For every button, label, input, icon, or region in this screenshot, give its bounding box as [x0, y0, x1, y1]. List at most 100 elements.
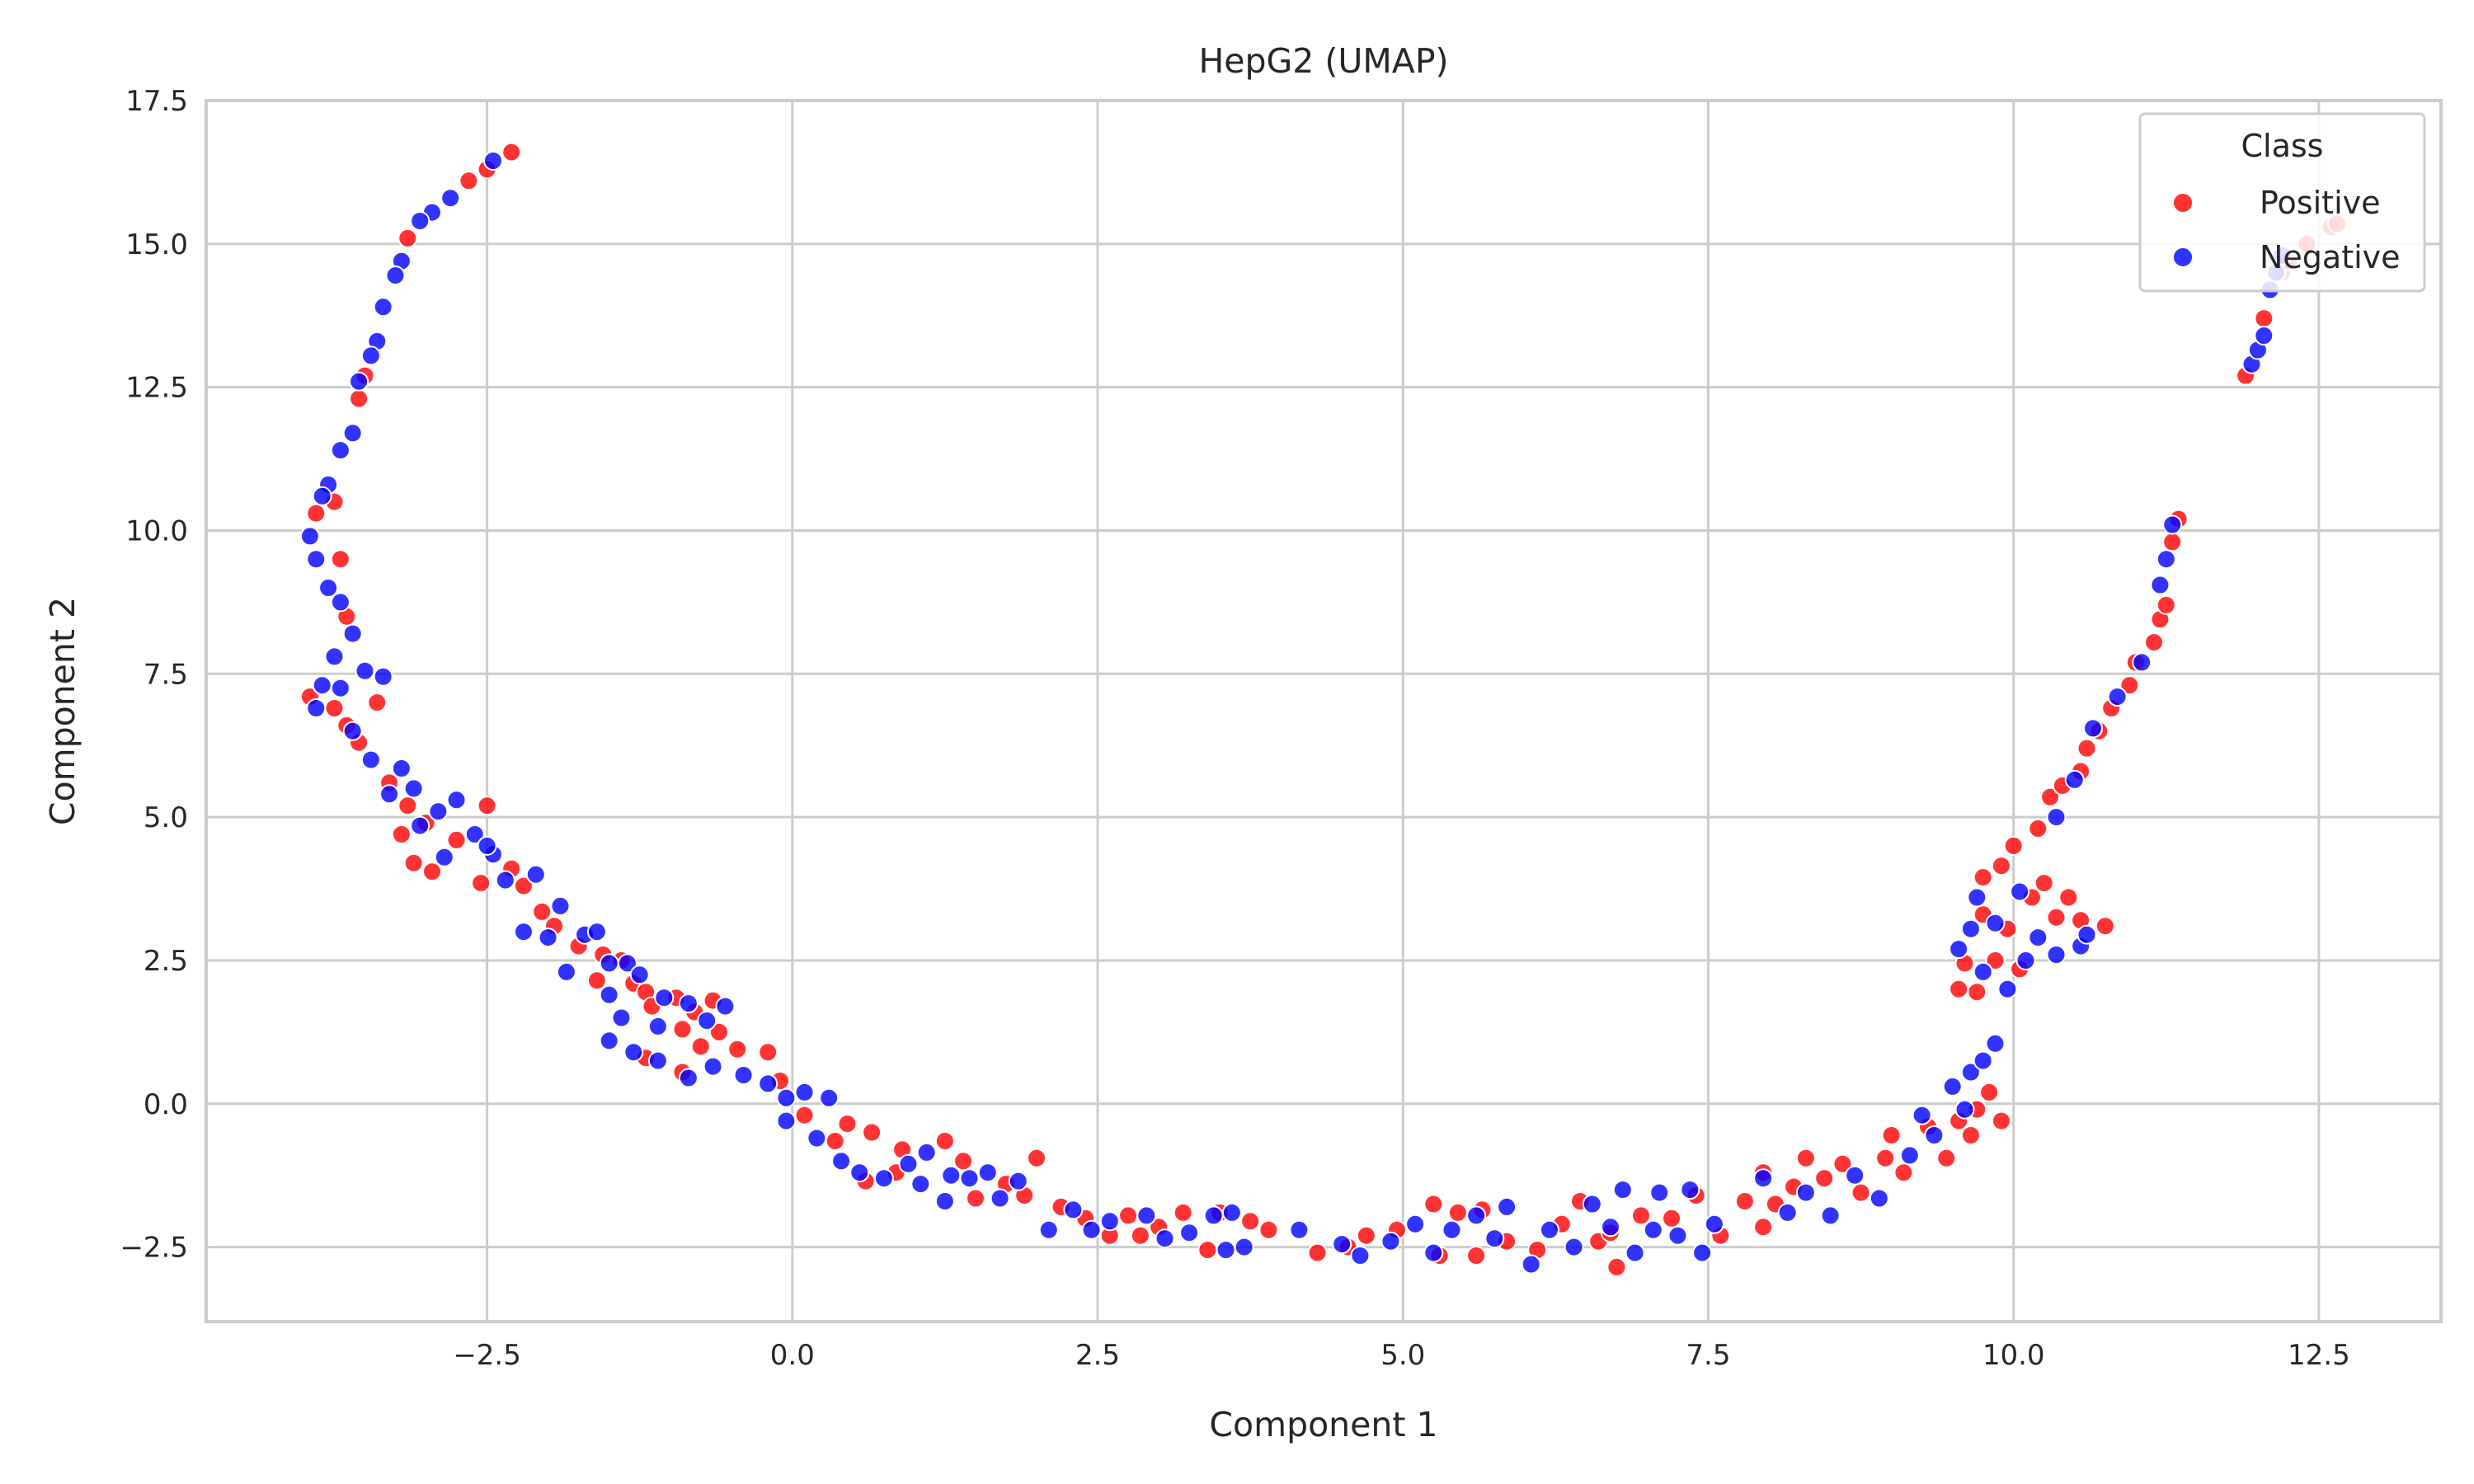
- point-negative: [1081, 1219, 1102, 1240]
- y-tick-labels: −2.5 0.0 2.5 5.0 7.5 10.0 12.5 15.0 17.5: [120, 85, 188, 1265]
- point-positive: [1466, 1246, 1487, 1266]
- point-negative: [1985, 913, 2006, 933]
- point-positive: [397, 796, 418, 816]
- point-positive: [966, 1188, 985, 1209]
- point-negative: [1203, 1205, 1224, 1226]
- point-negative: [360, 345, 381, 366]
- point-negative: [611, 1007, 632, 1028]
- point-negative: [1643, 1219, 1663, 1240]
- point-negative: [1973, 961, 1993, 982]
- point-positive: [422, 862, 442, 882]
- point-positive: [709, 1021, 729, 1042]
- point-negative: [1997, 979, 2018, 999]
- point-positive: [1979, 1082, 2000, 1102]
- point-positive: [1991, 1111, 2011, 1131]
- x-tick-label: 7.5: [1686, 1339, 1730, 1372]
- point-negative: [1063, 1200, 1084, 1220]
- y-tick-label: −2.5: [120, 1232, 188, 1265]
- point-positive: [1973, 867, 1993, 888]
- point-positive: [2254, 308, 2274, 329]
- point-negative: [807, 1128, 827, 1148]
- point-negative: [1442, 1219, 1462, 1240]
- point-positive: [1606, 1256, 1627, 1277]
- point-negative: [1423, 1242, 1444, 1263]
- point-negative: [1845, 1165, 1865, 1186]
- point-negative: [1967, 887, 1987, 908]
- point-positive: [397, 228, 418, 248]
- point-negative: [2028, 928, 2048, 948]
- point-positive: [330, 549, 350, 570]
- point-positive: [2040, 787, 2061, 807]
- point-positive: [1960, 1125, 1981, 1145]
- point-positive: [349, 388, 369, 409]
- point-negative: [1099, 1211, 1120, 1232]
- point-positive: [1027, 1148, 1047, 1168]
- point-negative: [617, 953, 637, 974]
- point-negative: [2015, 951, 2036, 970]
- point-negative: [514, 922, 534, 942]
- point-positive: [586, 970, 607, 991]
- point-negative: [1136, 1205, 1157, 1226]
- point-negative: [599, 1031, 619, 1051]
- point-negative: [2254, 326, 2274, 346]
- point-negative: [2010, 881, 2030, 902]
- point-negative: [990, 1188, 1010, 1209]
- point-positive: [1893, 1162, 1914, 1183]
- point-negative: [703, 1056, 723, 1077]
- point-positive: [1985, 951, 2006, 970]
- point-positive: [758, 1042, 778, 1063]
- x-tick-label: 5.0: [1380, 1339, 1425, 1372]
- point-positive: [837, 1114, 858, 1134]
- point-negative: [2156, 549, 2176, 570]
- point-positive: [727, 1039, 748, 1059]
- point-positive: [1795, 1148, 1816, 1168]
- point-negative: [330, 592, 350, 613]
- legend-label-negative: Negative: [2260, 239, 2401, 275]
- point-positive: [1173, 1202, 1193, 1223]
- y-tick-label: 7.5: [143, 658, 188, 691]
- point-negative: [1985, 1033, 2006, 1054]
- point-positive: [690, 1036, 711, 1057]
- y-tick-label: 10.0: [125, 514, 188, 547]
- chart-title: HepG2 (UMAP): [1198, 41, 1448, 81]
- legend-label-positive: Positive: [2260, 185, 2381, 221]
- point-negative: [647, 1050, 668, 1071]
- point-negative: [410, 211, 430, 231]
- point-negative: [434, 847, 454, 867]
- point-negative: [1234, 1237, 1254, 1257]
- point-negative: [1795, 1182, 1816, 1203]
- point-negative: [733, 1065, 754, 1085]
- point-negative: [2150, 575, 2171, 595]
- point-positive: [934, 1131, 955, 1151]
- point-negative: [464, 824, 485, 844]
- point-negative: [306, 698, 327, 718]
- point-negative: [2064, 769, 2085, 790]
- point-negative: [440, 188, 461, 209]
- point-positive: [2028, 819, 2048, 838]
- point-positive: [1423, 1194, 1444, 1214]
- point-negative: [831, 1151, 852, 1172]
- x-tick-label: 10.0: [1982, 1339, 2045, 1372]
- x-tick-label: 0.0: [770, 1339, 815, 1372]
- point-negative: [1869, 1188, 1889, 1209]
- point-negative: [1942, 1076, 1963, 1097]
- point-negative: [556, 961, 576, 982]
- point-negative: [599, 953, 619, 974]
- point-positive: [2095, 916, 2115, 937]
- point-negative: [1289, 1219, 1310, 1240]
- point-positive: [1875, 1148, 1896, 1168]
- legend-items: Positive Negative: [2172, 185, 2401, 275]
- point-negative: [330, 440, 350, 461]
- x-tick-labels: −2.5 0.0 2.5 5.0 7.5 10.0 12.5: [453, 1339, 2349, 1372]
- point-negative: [318, 578, 339, 598]
- y-tick-label: 15.0: [125, 228, 188, 261]
- point-negative: [1155, 1228, 1175, 1249]
- point-positive: [2046, 907, 2067, 928]
- y-tick-label: 12.5: [125, 372, 188, 405]
- point-negative: [1899, 1145, 1920, 1166]
- point-negative: [873, 1168, 894, 1189]
- point-negative: [898, 1153, 919, 1174]
- point-positive: [306, 503, 327, 524]
- point-negative: [1704, 1214, 1724, 1234]
